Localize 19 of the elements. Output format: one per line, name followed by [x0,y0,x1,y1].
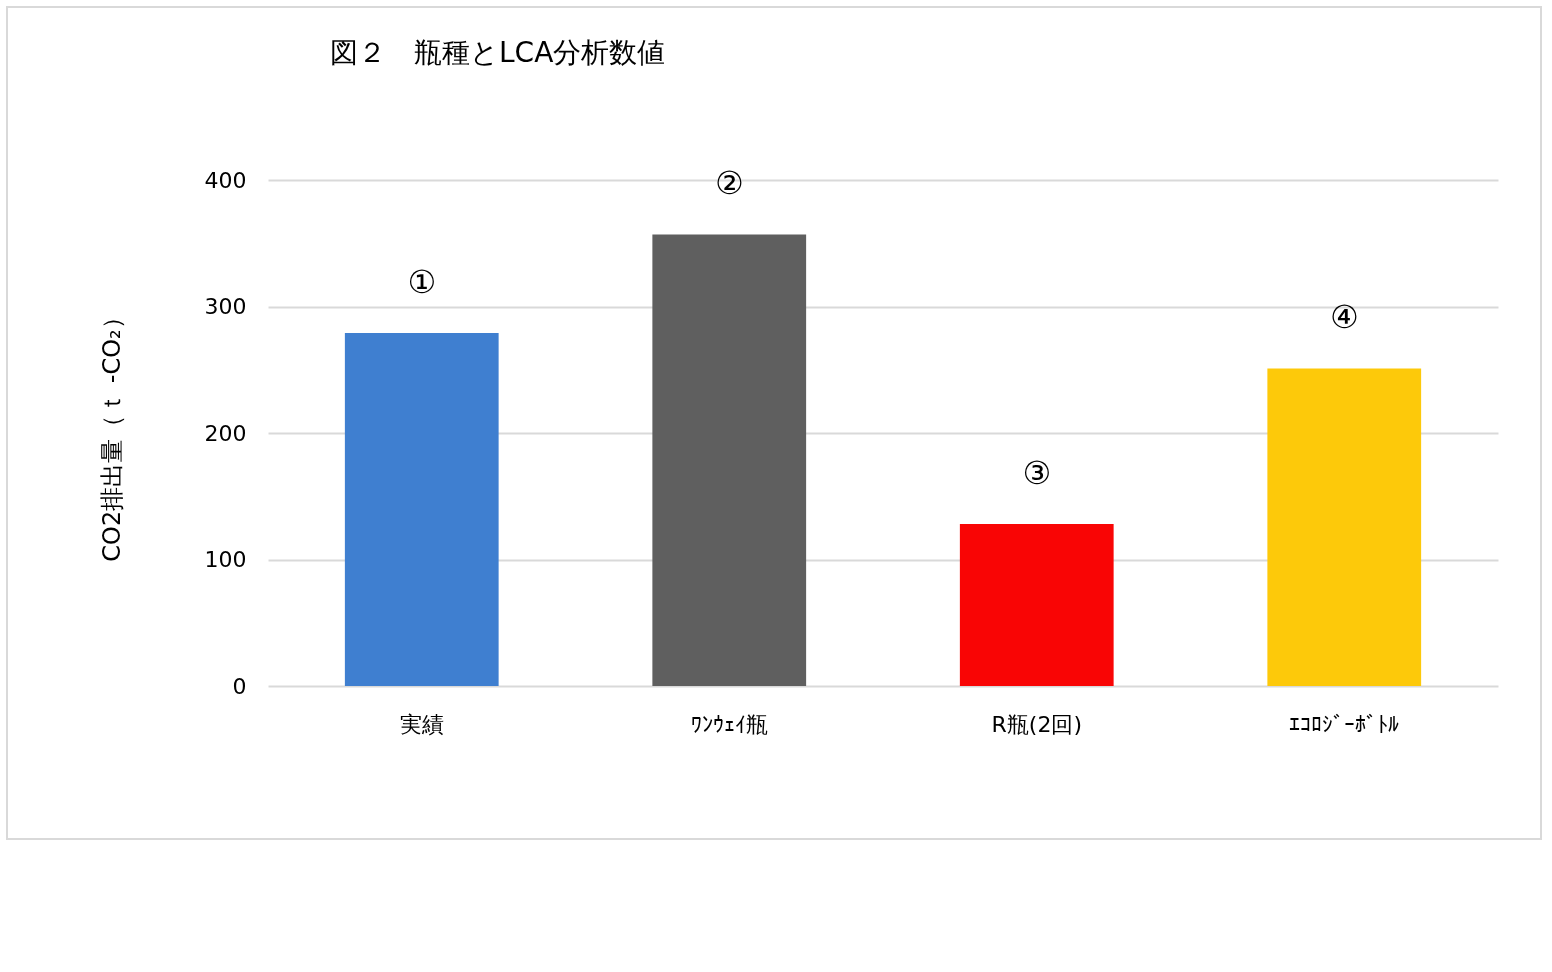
annotation: ② [714,164,744,203]
y-tick-label: 300 [204,294,247,319]
x-tick-label: 実績 [399,711,444,737]
x-tick-label: ﾜﾝｳｪｲ瓶 [690,711,768,737]
x-tick-label: R瓶(2回) [991,711,1082,737]
bar [959,524,1114,686]
chart-title: 図２ 瓶種とLCA分析数値 [330,36,666,70]
y-tick-label: 100 [204,547,247,572]
y-tick-label: 0 [232,673,247,699]
bar [344,333,499,686]
y-axis-title: CO2排出量（ｔ -CO₂） [97,305,126,562]
bar [1267,368,1422,686]
y-tick-label: 200 [204,420,247,446]
x-tick-label: ｴｺﾛｼﾞｰﾎﾞﾄﾙ [1289,711,1400,737]
bar [652,234,807,686]
y-tick-label: 400 [204,167,247,193]
annotation: ④ [1329,298,1359,337]
annotation: ③ [1022,454,1052,493]
annotation: ① [407,263,437,302]
